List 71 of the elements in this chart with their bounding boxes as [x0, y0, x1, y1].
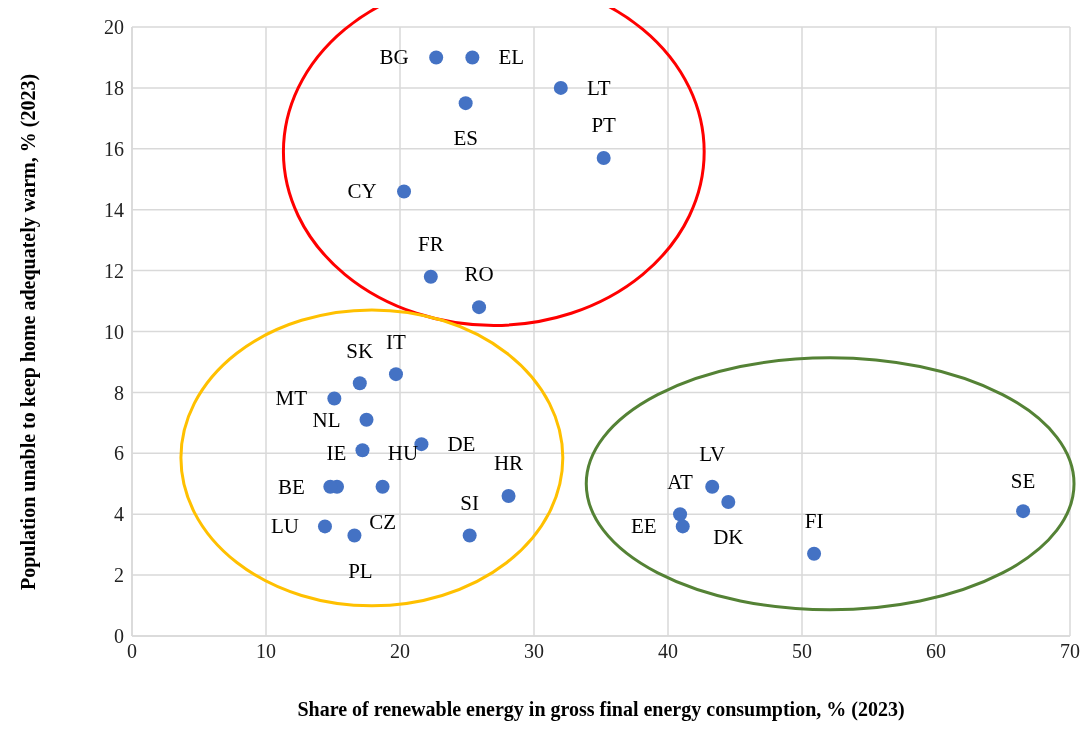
point — [1016, 504, 1031, 519]
annotation: NL — [312, 407, 341, 432]
y-tick-label: 2 — [114, 564, 124, 587]
y-tick-label: 20 — [104, 16, 124, 39]
annotation: SE — [1010, 469, 1036, 494]
point — [397, 184, 412, 199]
annotation: DE — [447, 432, 476, 457]
point — [462, 528, 477, 543]
y-tick-label: 18 — [104, 77, 124, 99]
point — [355, 443, 370, 458]
annotation: CY — [347, 179, 377, 204]
y-tick-label: 6 — [114, 442, 124, 465]
point — [458, 96, 473, 111]
point — [352, 376, 367, 391]
point — [705, 479, 720, 494]
annotation: DK — [713, 525, 744, 550]
x-tick-label: 40 — [658, 640, 678, 663]
annotation: PT — [591, 112, 617, 137]
point — [388, 367, 403, 382]
annotation: BG — [379, 45, 409, 70]
y-tick-label: 12 — [104, 259, 124, 282]
y-tick-label: 10 — [104, 320, 124, 343]
annotation: LT — [586, 75, 611, 100]
point — [429, 50, 444, 65]
point — [327, 391, 342, 406]
annotation: SK — [346, 339, 374, 364]
annotation: EL — [498, 45, 525, 70]
annotation: RO — [464, 262, 494, 287]
annotation: PL — [348, 558, 373, 583]
annotation: FR — [417, 231, 444, 256]
annotation: CZ — [369, 509, 396, 534]
y-axis-title: Population unable to keep home adequately warm, % (2023) — [16, 73, 41, 590]
point — [721, 495, 736, 510]
point — [472, 300, 487, 315]
annotation: ES — [453, 126, 478, 151]
x-tick-label: 20 — [390, 640, 410, 663]
annotation: LU — [270, 514, 299, 539]
point — [317, 519, 332, 534]
annotation: EE — [630, 514, 657, 539]
point — [465, 50, 480, 65]
x-tick-label: 60 — [926, 640, 946, 663]
y-tick-label: 0 — [114, 625, 124, 648]
point — [359, 412, 374, 427]
y-tick-label: 14 — [104, 198, 124, 221]
point — [673, 507, 688, 522]
point — [807, 546, 822, 561]
annotation: AT — [667, 470, 694, 495]
point — [347, 528, 362, 543]
annotation: FI — [804, 508, 824, 533]
annotation: IT — [386, 330, 407, 355]
point — [596, 150, 611, 165]
annotation: HR — [493, 450, 524, 475]
y-tick-label: 4 — [114, 503, 124, 526]
point — [553, 80, 568, 95]
x-tick-label: 10 — [256, 640, 276, 663]
annotation: MT — [275, 386, 308, 411]
point — [675, 519, 690, 534]
annotation: IE — [326, 441, 347, 466]
y-tick-label: 16 — [104, 137, 124, 160]
x-tick-label: 30 — [524, 640, 544, 663]
annotation: HU — [387, 440, 419, 465]
annotation: LV — [699, 441, 726, 466]
point — [375, 479, 390, 494]
x-tick-label: 50 — [792, 640, 812, 663]
point — [501, 488, 516, 503]
annotation: SI — [460, 490, 480, 515]
y-tick-label: 8 — [114, 381, 124, 404]
annotation: BE — [277, 474, 305, 499]
point — [423, 269, 438, 284]
x-axis-title: Share of renewable energy in gross final energy consumption, % (2023) — [297, 698, 905, 721]
x-tick-label: 70 — [1060, 640, 1080, 663]
